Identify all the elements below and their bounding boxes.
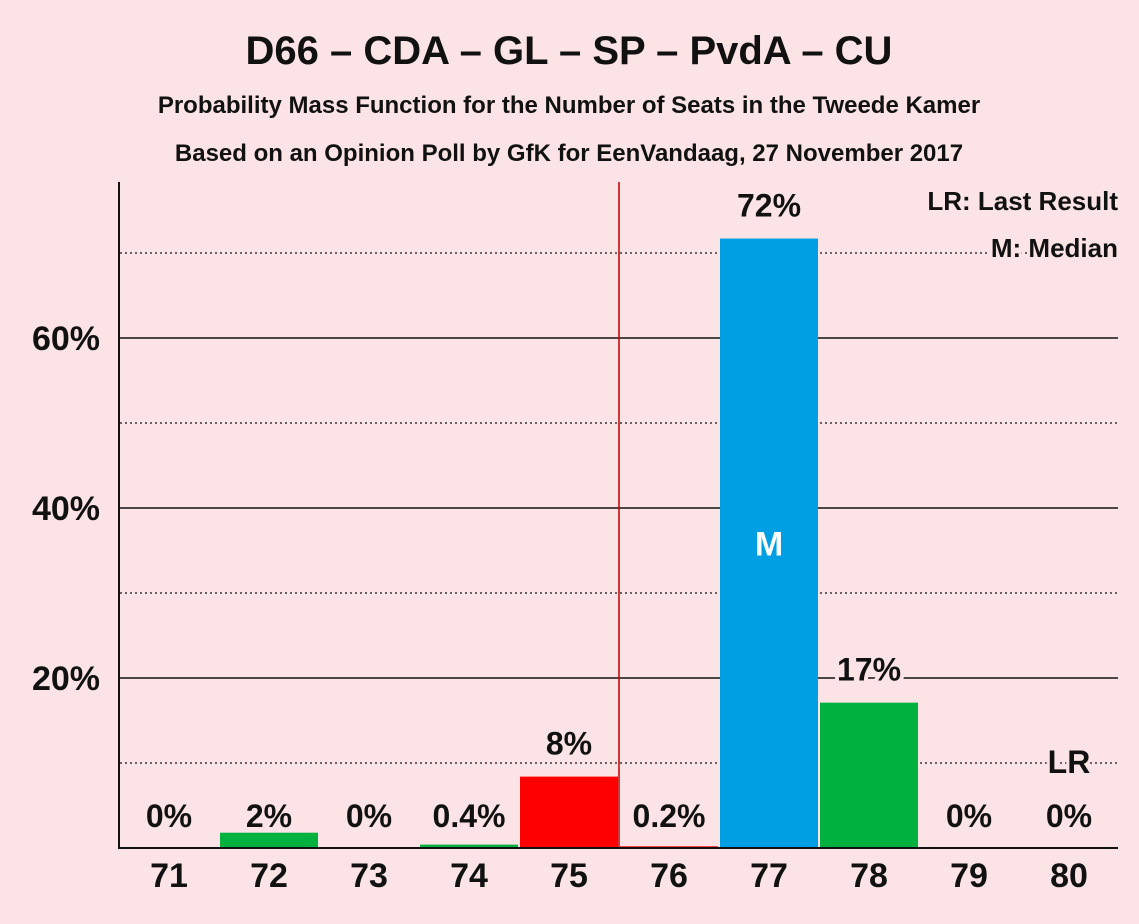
- data-label-77: 72%: [737, 188, 801, 224]
- data-label-72: 2%: [246, 798, 292, 834]
- x-tick-label-73: 73: [350, 857, 388, 895]
- last-result-marker: LR: [1048, 744, 1091, 780]
- chart-subtitle: Probability Mass Function for the Number…: [158, 92, 980, 119]
- bar-75: [520, 776, 618, 848]
- bar-72: [220, 832, 318, 848]
- x-tick-label-76: 76: [650, 857, 688, 895]
- x-tick-label-72: 72: [250, 857, 288, 895]
- x-tick-label-80: 80: [1050, 857, 1088, 895]
- x-tick-label-74: 74: [450, 857, 488, 895]
- bar-74: [420, 844, 518, 848]
- bars-group: [220, 238, 918, 849]
- chart-source: Based on an Opinion Poll by GfK for EenV…: [175, 140, 963, 167]
- data-label-71: 0%: [146, 798, 192, 834]
- x-tick-label-71: 71: [150, 857, 188, 895]
- data-labels-group: 0% 2% 0% 0.4% 8% 0.2% 72% 17% 0% 0% M LR: [142, 184, 1096, 838]
- median-marker: M: [755, 525, 783, 563]
- data-label-76: 0.2%: [633, 798, 706, 834]
- x-tick-label-78: 78: [850, 857, 888, 895]
- bar-77: [720, 238, 818, 849]
- y-tick-label-60: 60%: [32, 320, 100, 358]
- y-tick-label-20: 20%: [32, 660, 100, 698]
- data-label-74: 0.4%: [433, 798, 506, 834]
- data-label-75: 8%: [546, 726, 592, 762]
- axes-group: 20% 40% 60% 71 72 73 74 75 76 77 78 79 80: [32, 182, 1118, 895]
- bar-78: [820, 702, 918, 848]
- legend-median: M: Median: [991, 233, 1118, 263]
- data-label-78: 17%: [837, 652, 901, 688]
- x-tick-label-77: 77: [750, 857, 788, 895]
- data-label-73: 0%: [346, 798, 392, 834]
- legend-last-result: LR: Last Result: [927, 186, 1118, 216]
- data-label-79: 0%: [946, 798, 992, 834]
- x-tick-label-79: 79: [950, 857, 988, 895]
- chart-title: D66 – CDA – GL – SP – PvdA – CU: [246, 29, 893, 73]
- y-tick-label-40: 40%: [32, 490, 100, 528]
- x-tick-label-75: 75: [550, 857, 588, 895]
- data-label-80: 0%: [1046, 798, 1092, 834]
